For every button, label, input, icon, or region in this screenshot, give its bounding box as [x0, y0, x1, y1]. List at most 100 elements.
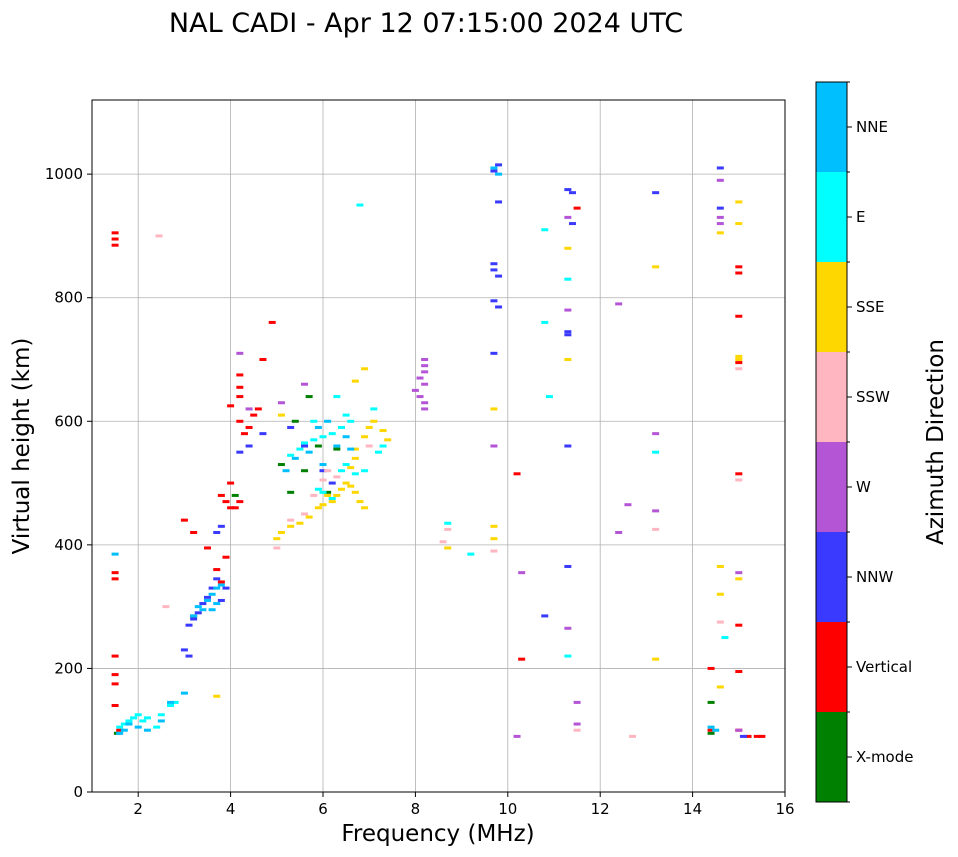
- data-point-x-mode: [277, 463, 285, 467]
- data-point-ssw: [324, 469, 332, 473]
- y-tick-label: 600: [54, 412, 83, 430]
- data-point-w: [716, 215, 724, 219]
- data-point-nne: [208, 608, 216, 612]
- data-point-sse: [351, 379, 359, 383]
- data-point-e: [157, 713, 165, 717]
- data-point-nnw: [716, 166, 724, 170]
- data-point-nne: [143, 728, 151, 732]
- data-point-e: [374, 450, 382, 454]
- data-point-nne: [490, 166, 498, 170]
- data-point-e: [652, 450, 660, 454]
- data-point-e: [721, 636, 729, 640]
- data-point-ssw: [716, 620, 724, 624]
- colorbar-frame: [815, 81, 848, 803]
- data-point-e: [319, 490, 327, 494]
- data-point-w: [564, 308, 572, 312]
- data-point-e: [125, 719, 133, 723]
- data-point-nne: [712, 728, 720, 732]
- data-point-nne: [190, 614, 198, 618]
- data-point-e: [545, 395, 553, 399]
- data-point-sse: [273, 537, 281, 541]
- data-point-nnw: [180, 648, 188, 652]
- data-point-x-mode: [231, 493, 239, 497]
- data-point-sse: [296, 521, 304, 525]
- data-point-ssw: [652, 527, 660, 531]
- colorbar-label-x-mode: X-mode: [856, 748, 913, 766]
- data-point-nnw: [564, 330, 572, 334]
- data-point-ssw: [439, 540, 447, 544]
- data-point-nnw: [245, 444, 253, 448]
- data-point-sse: [564, 246, 572, 250]
- data-point-ssw: [155, 234, 163, 238]
- data-point-sse: [319, 503, 327, 507]
- y-tick-label: 200: [54, 659, 83, 677]
- colorbar-label-w: W: [856, 478, 871, 496]
- x-axis-label: Frequency (MHz): [341, 821, 534, 847]
- data-point-sse: [716, 685, 724, 689]
- data-point-sse: [735, 222, 743, 226]
- data-point-sse: [356, 500, 364, 504]
- data-point-x-mode: [707, 700, 715, 704]
- data-point-sse: [351, 456, 359, 460]
- data-point-w: [421, 370, 429, 374]
- data-point-sse: [333, 493, 341, 497]
- data-point-e: [342, 413, 350, 417]
- data-point-vertical: [735, 670, 743, 674]
- data-point-vertical: [217, 580, 225, 584]
- data-point-sse: [384, 438, 392, 442]
- data-point-vertical: [236, 395, 244, 399]
- data-point-nnw: [328, 481, 336, 485]
- data-point-sse: [379, 429, 387, 433]
- data-point-nnw: [716, 206, 724, 210]
- data-point-sse: [361, 367, 369, 371]
- data-point-nnw: [185, 654, 193, 658]
- data-point-nnw: [564, 188, 572, 192]
- data-point-e: [361, 469, 369, 473]
- data-point-w: [573, 722, 581, 726]
- data-point-x-mode: [291, 419, 299, 423]
- data-point-x-mode: [305, 395, 313, 399]
- data-point-w: [245, 407, 253, 411]
- data-point-sse: [351, 447, 359, 451]
- data-point-x-mode: [314, 444, 322, 448]
- data-point-sse: [652, 265, 660, 269]
- data-point-nnw: [495, 305, 503, 309]
- x-tick-label: 14: [683, 800, 702, 818]
- data-point-vertical: [111, 654, 119, 658]
- data-point-nnw: [652, 191, 660, 195]
- colorbar-swatch-x-mode: [816, 712, 847, 802]
- plot-frame: [91, 99, 786, 793]
- data-point-w: [573, 700, 581, 704]
- colorbar-swatch-w: [816, 442, 847, 532]
- data-point-e: [296, 447, 304, 451]
- data-point-sse: [735, 354, 743, 358]
- data-point-nne: [204, 598, 211, 602]
- data-point-e: [328, 497, 336, 501]
- data-point-vertical: [518, 657, 526, 661]
- colorbar-swatch-nne: [816, 82, 847, 172]
- data-point-vertical: [753, 734, 761, 738]
- data-point-w: [421, 407, 429, 411]
- data-point-w: [416, 376, 424, 380]
- data-point-e: [153, 725, 161, 729]
- data-point-sse: [490, 537, 498, 541]
- data-point-w: [735, 571, 743, 575]
- data-point-nnw: [490, 351, 498, 355]
- data-point-e: [134, 713, 142, 717]
- x-tick-label: 16: [775, 800, 794, 818]
- data-point-ssw: [273, 546, 281, 550]
- colorbar-swatch-vertical: [816, 622, 847, 712]
- data-point-vertical: [735, 361, 743, 365]
- data-point-e: [167, 704, 175, 707]
- data-point-nnw: [568, 191, 576, 195]
- data-point-sse: [305, 515, 313, 519]
- data-point-vertical: [111, 237, 119, 241]
- data-point-nnw: [490, 169, 498, 173]
- data-point-nnw: [204, 595, 211, 599]
- data-points: [111, 163, 766, 738]
- data-point-sse: [365, 425, 373, 429]
- data-point-vertical: [213, 568, 221, 572]
- data-point-e: [130, 716, 138, 720]
- data-point-nnw: [199, 602, 207, 606]
